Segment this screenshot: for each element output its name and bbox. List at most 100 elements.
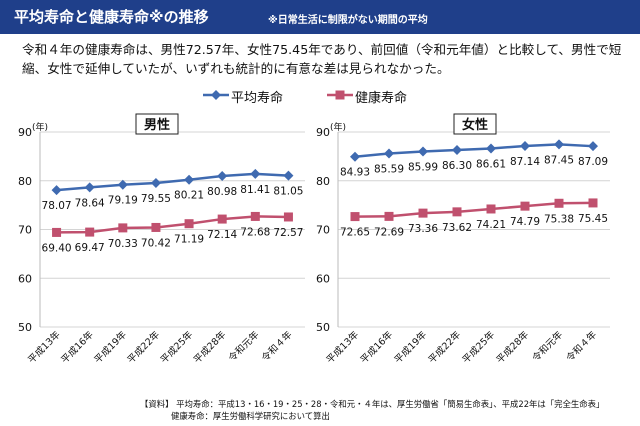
male-data-label: 71.19 xyxy=(174,234,204,246)
female-x-tick-label: 平成22年 xyxy=(426,328,464,366)
male-data-label: 69.40 xyxy=(42,242,72,254)
male-health-point xyxy=(184,219,194,229)
female-avg-point xyxy=(418,146,428,157)
male-health-point xyxy=(85,227,95,237)
male-data-label: 72.57 xyxy=(273,227,303,239)
page-title-note: ※日常生活に制限がない期間の平均 xyxy=(268,15,428,26)
female-y-tick-label: 70 xyxy=(316,224,330,237)
chart-legend: 平均寿命 健康寿命 xyxy=(0,87,640,106)
female-health-point xyxy=(384,211,394,221)
male-x-tick-label: 平成28年 xyxy=(191,328,229,366)
female-data-label: 72.65 xyxy=(340,227,370,239)
female-health-point xyxy=(554,198,564,208)
male-health-point xyxy=(217,214,227,224)
female-y-tick-label: 80 xyxy=(316,175,330,188)
header-bar: 平均寿命と健康寿命※の推移 ※日常生活に制限がない期間の平均 xyxy=(0,0,640,34)
male-data-label: 78.64 xyxy=(75,197,105,209)
female-data-label: 75.45 xyxy=(578,213,608,225)
male-avg-point xyxy=(150,177,161,188)
female-data-label: 86.30 xyxy=(442,160,472,172)
male-data-label: 70.33 xyxy=(108,238,138,250)
female-data-label: 85.59 xyxy=(374,163,404,175)
footnote-line-2: 健康寿命：厚生労働科学研究において算出 xyxy=(171,411,330,421)
male-y-tick-label: 80 xyxy=(18,175,32,188)
male-data-label: 80.21 xyxy=(174,190,204,202)
male-x-tick-label: 令和元年 xyxy=(226,328,262,364)
male-data-label: 72.14 xyxy=(207,229,237,241)
male-health-point xyxy=(250,211,260,221)
female-x-tick-label: 平成25年 xyxy=(460,328,498,366)
male-avg-point xyxy=(184,174,195,185)
female-avg-point xyxy=(588,141,598,152)
female-y-tick-label: 50 xyxy=(316,321,330,334)
female-health-point xyxy=(520,201,530,211)
male-y-tick-label: 90 xyxy=(18,126,32,139)
female-avg-point xyxy=(350,151,360,162)
female-series-line-health xyxy=(354,201,594,218)
male-data-label: 80.98 xyxy=(207,186,237,198)
male-avg-point xyxy=(250,168,261,179)
female-health-point xyxy=(588,198,598,208)
female-health-point xyxy=(452,207,462,217)
female-y-unit-label: (年) xyxy=(330,121,346,133)
male-x-tick-label: 平成19年 xyxy=(92,328,130,366)
male-avg-point xyxy=(217,170,228,181)
female-avg-point xyxy=(452,145,462,156)
male-avg-point xyxy=(51,185,62,196)
male-y-tick-label: 60 xyxy=(18,272,32,285)
female-title-box xyxy=(453,113,497,135)
legend-diamond-icon xyxy=(203,90,229,100)
female-data-label: 87.14 xyxy=(510,156,540,168)
legend-square-icon xyxy=(327,90,353,100)
female-avg-point xyxy=(384,148,394,159)
female-data-label: 86.61 xyxy=(476,159,506,171)
male-data-label: 81.05 xyxy=(273,186,303,198)
source-footnote: 【資料】 平均寿命：平成13・16・19・25・28・令和元・４年は、厚生労働省… xyxy=(140,398,635,422)
male-data-label: 79.19 xyxy=(108,195,138,207)
female-health-point xyxy=(418,208,428,218)
male-avg-point xyxy=(117,179,128,190)
female-data-label: 73.62 xyxy=(442,222,472,234)
male-health-point xyxy=(52,227,62,237)
male-x-tick-label: 平成25年 xyxy=(158,328,196,366)
male-data-label: 81.41 xyxy=(240,184,270,196)
female-series-line-avg xyxy=(354,143,594,158)
female-health-point xyxy=(486,204,496,214)
female-x-tick-label: 平成28年 xyxy=(494,328,532,366)
female-x-tick-label: 令和元年 xyxy=(530,328,566,364)
male-health-point xyxy=(151,222,161,232)
female-data-label: 87.09 xyxy=(578,156,608,168)
female-data-label: 87.45 xyxy=(544,154,574,166)
male-chart-title: 男性 xyxy=(144,117,170,133)
female-x-tick-label: 平成19年 xyxy=(392,328,430,366)
legend-label-health: 健康寿命 xyxy=(355,91,408,106)
male-data-label: 69.47 xyxy=(75,242,105,254)
male-health-point xyxy=(118,223,128,233)
female-data-label: 74.21 xyxy=(476,219,506,231)
footnote-line-1: 【資料】 平均寿命：平成13・16・19・25・28・令和元・４年は、厚生労働省… xyxy=(140,399,605,409)
male-avg-point xyxy=(84,182,95,193)
male-x-tick-label: 平成22年 xyxy=(125,328,163,366)
female-data-label: 84.93 xyxy=(340,167,370,179)
female-data-label: 75.38 xyxy=(544,213,574,225)
male-x-tick-label: 令和４年 xyxy=(259,328,295,364)
male-series-line-health xyxy=(56,215,289,234)
male-y-tick-label: 70 xyxy=(18,224,32,237)
summary-text: 令和４年の健康寿命は、男性72.57年、女性75.45年であり、前回値（令和元年… xyxy=(22,42,622,76)
male-series-line-avg xyxy=(56,172,289,192)
male-title-box xyxy=(135,113,179,135)
male-data-label: 70.42 xyxy=(141,237,171,249)
female-y-tick-label: 60 xyxy=(316,272,330,285)
male-data-label: 72.68 xyxy=(240,226,270,238)
female-health-point xyxy=(350,212,360,222)
female-x-tick-label: 令和４年 xyxy=(564,328,600,364)
female-x-tick-label: 平成16年 xyxy=(358,328,396,366)
male-x-tick-label: 平成16年 xyxy=(59,328,97,366)
female-data-label: 73.36 xyxy=(408,223,438,235)
female-y-tick-label: 90 xyxy=(316,126,330,139)
female-data-label: 85.99 xyxy=(408,162,438,174)
page-title: 平均寿命と健康寿命※の推移 xyxy=(14,8,209,26)
male-data-label: 79.55 xyxy=(141,193,171,205)
male-y-unit-label: (年) xyxy=(32,121,48,133)
